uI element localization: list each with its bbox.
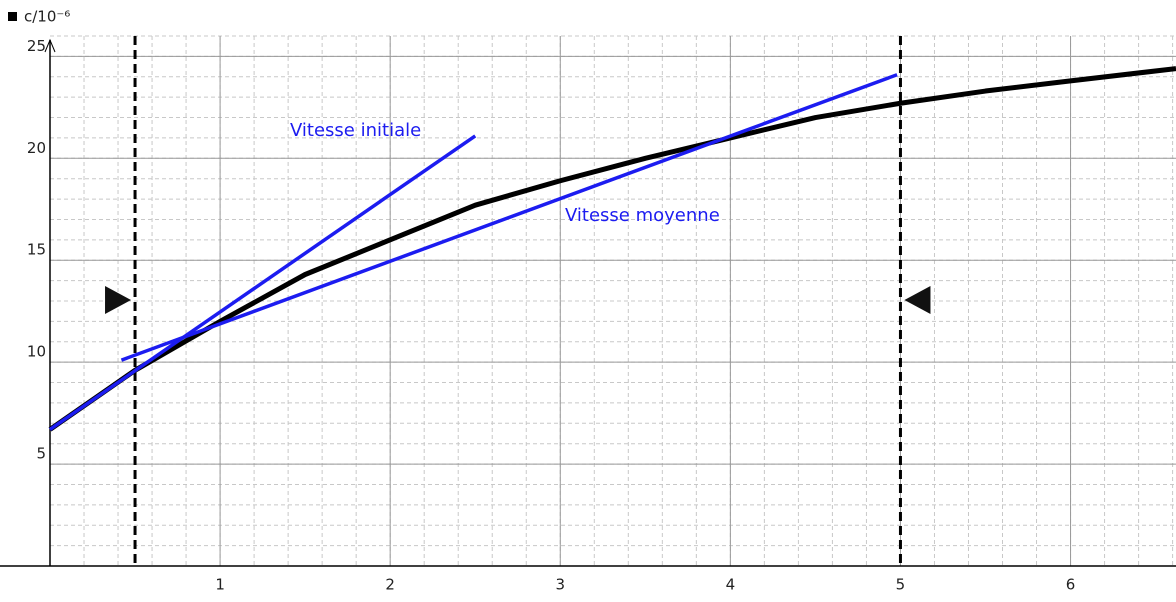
- series-line: [49, 134, 477, 431]
- annotation: Vitesse initiale: [290, 120, 421, 141]
- x-tick-label: 1: [215, 576, 225, 594]
- y-tick-label: 15: [27, 241, 46, 259]
- y-tick-label: 20: [27, 139, 46, 157]
- y-axis-arrow: [44, 38, 56, 53]
- cursor-handle: [105, 286, 132, 314]
- x-tick-label: 5: [896, 576, 906, 594]
- series-line: [120, 73, 898, 362]
- cursor-handle: [904, 286, 931, 314]
- x-tick-label: 4: [726, 576, 736, 594]
- y-tick-label: 10: [27, 343, 46, 361]
- x-tick-label: 2: [385, 576, 395, 594]
- series-line: [48, 66, 1176, 432]
- x-tick-label: 6: [1066, 576, 1076, 594]
- y-tick-label: 25: [27, 37, 46, 55]
- y-tick-label: 5: [36, 445, 46, 463]
- annotation: Vitesse moyenne: [565, 205, 720, 226]
- legend-square: [8, 12, 17, 21]
- y-axis-label: c/10⁻⁶: [24, 8, 70, 26]
- x-tick-label: 3: [555, 576, 565, 594]
